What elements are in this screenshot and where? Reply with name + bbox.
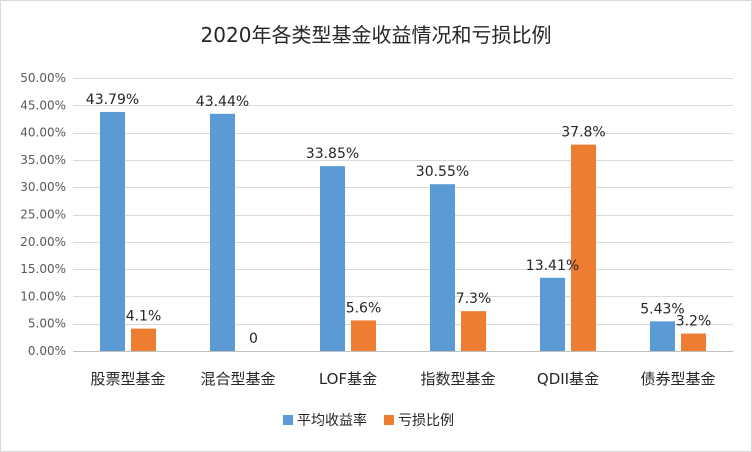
chart-title: 2020年各类型基金收益情况和亏损比例 xyxy=(201,23,552,47)
data-label: 13.41% xyxy=(526,258,579,274)
y-tick-label: 30.00% xyxy=(20,180,66,194)
bar-avg-return xyxy=(320,166,345,351)
category-labels: 股票型基金 混合型基金 LOF基金 指数型基金 QDII基金 债券型基金 xyxy=(90,370,715,388)
bar-avg-return xyxy=(210,113,235,351)
bar-loss-ratio xyxy=(351,320,376,351)
bar-loss-ratio xyxy=(461,311,486,351)
data-label: 7.3% xyxy=(456,291,492,307)
gridlines xyxy=(73,78,733,352)
y-tick-label: 25.00% xyxy=(20,208,66,222)
category-label: QDII基金 xyxy=(537,370,599,388)
y-tick-label: 50.00% xyxy=(20,71,66,85)
y-tick-label: 20.00% xyxy=(20,235,66,249)
data-label: 5.6% xyxy=(346,300,382,316)
category-label: 指数型基金 xyxy=(420,370,495,388)
category-label: 混合型基金 xyxy=(200,370,275,388)
data-label: 33.85% xyxy=(306,146,359,162)
data-labels: 43.79% 4.1% 43.44% 0 33.85% 5.6% 30.55% 7.3% 13.… xyxy=(86,92,711,347)
data-label: 43.44% xyxy=(196,94,249,110)
bar-avg-return xyxy=(540,277,565,351)
data-label: 30.55% xyxy=(416,164,469,180)
bar-loss-ratio xyxy=(681,333,706,351)
bar-loss-ratio xyxy=(571,144,596,351)
y-tick-label: 45.00% xyxy=(20,98,66,112)
data-label: 5.43% xyxy=(640,301,684,317)
legend-label-loss-ratio: 亏损比例 xyxy=(398,413,454,429)
legend-swatch-loss-ratio xyxy=(384,415,394,425)
data-label: 4.1% xyxy=(126,309,162,325)
category-label: LOF基金 xyxy=(319,370,377,388)
y-tick-label: 40.00% xyxy=(20,126,66,140)
bars xyxy=(100,111,706,351)
data-label: 37.8% xyxy=(561,125,605,141)
y-axis-ticks: 0.00% 5.00% 10.00% 15.00% 20.00% 25.00% 30.00%… xyxy=(20,71,66,358)
legend-swatch-avg-return xyxy=(283,415,293,425)
data-label: 43.79% xyxy=(86,92,139,108)
y-tick-label: 5.00% xyxy=(28,317,66,331)
legend-label-avg-return: 平均收益率 xyxy=(297,412,367,429)
y-tick-label: 35.00% xyxy=(20,153,66,167)
category-label: 股票型基金 xyxy=(90,370,165,388)
y-tick-label: 10.00% xyxy=(20,289,66,303)
bar-avg-return xyxy=(430,184,455,351)
y-tick-label: 0.00% xyxy=(28,344,66,358)
category-label: 债券型基金 xyxy=(640,370,715,388)
data-label: 3.2% xyxy=(676,314,712,330)
bar-avg-return xyxy=(100,111,125,351)
legend[interactable]: 平均收益率 亏损比例 xyxy=(283,412,454,429)
y-tick-label: 15.00% xyxy=(20,262,66,276)
data-label: 0 xyxy=(249,331,258,347)
bar-loss-ratio xyxy=(131,328,156,351)
bar-avg-return xyxy=(650,321,675,351)
